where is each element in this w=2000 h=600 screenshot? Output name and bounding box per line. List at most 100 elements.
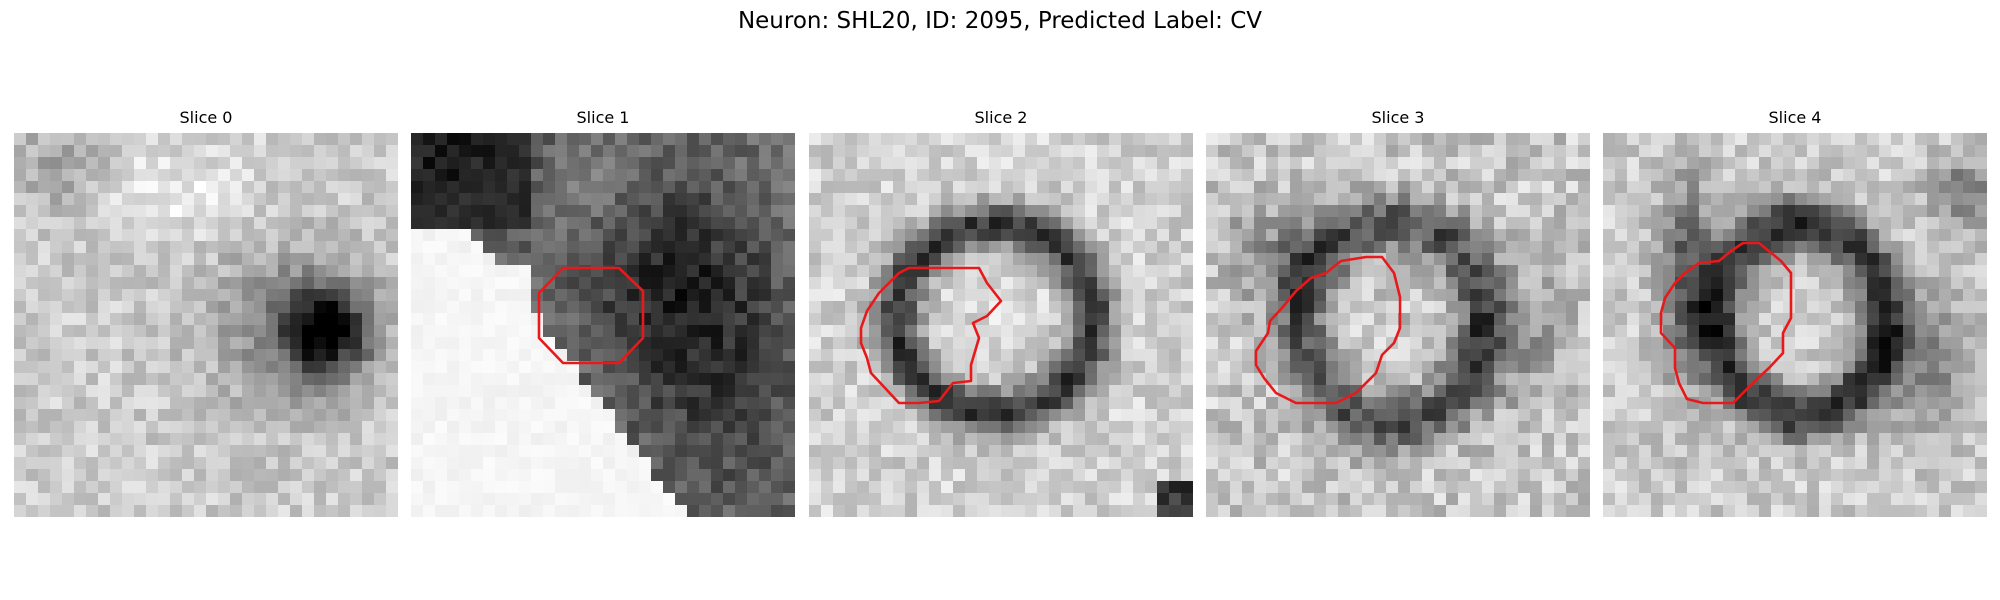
image-pixel [194, 505, 207, 517]
image-pixel [1206, 373, 1219, 386]
image-pixel [833, 193, 846, 206]
image-pixel [711, 313, 724, 326]
image-pixel [603, 493, 616, 506]
image-pixel [1206, 205, 1219, 218]
image-pixel [435, 301, 448, 314]
image-pixel [639, 361, 652, 374]
image-pixel [38, 325, 51, 338]
image-pixel [869, 397, 882, 410]
image-pixel [567, 445, 580, 458]
image-pixel [1085, 217, 1098, 230]
image-pixel [771, 445, 784, 458]
image-pixel [929, 289, 942, 302]
image-pixel [711, 193, 724, 206]
slice-panel-4: Slice 4 [1603, 108, 1987, 518]
image-pixel [1494, 409, 1507, 422]
image-pixel [845, 445, 858, 458]
image-pixel [845, 169, 858, 182]
image-pixel [723, 217, 736, 230]
image-pixel [1218, 133, 1231, 146]
image-pixel [675, 433, 688, 446]
image-pixel [1506, 445, 1519, 458]
image-pixel [953, 361, 966, 374]
image-pixel [242, 133, 255, 146]
image-pixel [663, 493, 676, 506]
image-pixel [917, 445, 930, 458]
image-pixel [1699, 421, 1712, 434]
image-pixel [1675, 313, 1688, 326]
image-pixel [1350, 193, 1363, 206]
image-pixel [182, 229, 195, 242]
image-pixel [905, 373, 918, 386]
image-pixel [1819, 421, 1832, 434]
image-pixel [603, 397, 616, 410]
image-pixel [230, 505, 243, 517]
image-pixel [1735, 193, 1748, 206]
image-pixel [1206, 481, 1219, 494]
image-pixel [857, 157, 870, 170]
image-pixel [723, 181, 736, 194]
image-pixel [423, 325, 436, 338]
image-pixel [230, 133, 243, 146]
image-pixel [821, 277, 834, 290]
image-pixel [1314, 241, 1327, 254]
image-pixel [1759, 253, 1772, 266]
image-pixel [495, 349, 508, 362]
image-pixel [170, 241, 183, 254]
image-pixel [266, 253, 279, 266]
image-pixel [495, 157, 508, 170]
image-pixel [1711, 349, 1724, 362]
image-pixel [1843, 457, 1856, 470]
image-pixel [1230, 241, 1243, 254]
image-pixel [771, 409, 784, 422]
image-pixel [1506, 481, 1519, 494]
image-pixel [953, 433, 966, 446]
image-pixel [1554, 217, 1567, 230]
image-pixel [362, 373, 375, 386]
image-pixel [711, 433, 724, 446]
image-pixel [747, 253, 760, 266]
image-pixel [1434, 241, 1447, 254]
image-pixel [1230, 133, 1243, 146]
image-pixel [1506, 169, 1519, 182]
image-pixel [1434, 157, 1447, 170]
slice-panel-1: Slice 1 [411, 108, 795, 518]
image-pixel [1470, 505, 1483, 517]
image-pixel [1566, 229, 1579, 242]
image-pixel [603, 445, 616, 458]
image-pixel [1627, 205, 1640, 218]
image-pixel [1530, 421, 1543, 434]
image-pixel [1482, 313, 1495, 326]
image-pixel [411, 301, 424, 314]
image-pixel [326, 205, 339, 218]
image-pixel [1025, 457, 1038, 470]
image-pixel [1771, 277, 1784, 290]
image-pixel [1350, 301, 1363, 314]
image-pixel [1747, 385, 1760, 398]
image-pixel [411, 409, 424, 422]
image-pixel [579, 445, 592, 458]
image-pixel [723, 397, 736, 410]
image-pixel [881, 229, 894, 242]
image-pixel [242, 397, 255, 410]
image-pixel [615, 385, 628, 398]
image-pixel [170, 445, 183, 458]
image-pixel [1121, 469, 1134, 482]
image-pixel [254, 397, 267, 410]
image-pixel [50, 481, 63, 494]
image-pixel [615, 241, 628, 254]
image-pixel [1025, 217, 1038, 230]
image-pixel [1037, 193, 1050, 206]
image-pixel [338, 265, 351, 278]
image-pixel [579, 481, 592, 494]
image-pixel [62, 157, 75, 170]
image-pixel [110, 397, 123, 410]
image-pixel [362, 157, 375, 170]
image-pixel [723, 433, 736, 446]
image-pixel [326, 181, 339, 194]
image-pixel [1013, 313, 1026, 326]
image-pixel [1615, 181, 1628, 194]
image-pixel [881, 469, 894, 482]
image-pixel [1374, 481, 1387, 494]
image-pixel [615, 181, 628, 194]
